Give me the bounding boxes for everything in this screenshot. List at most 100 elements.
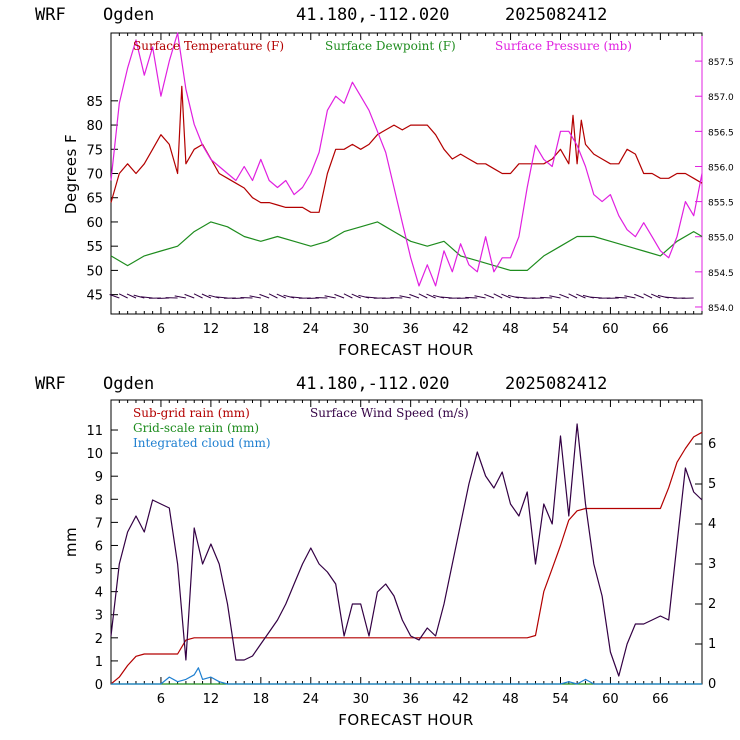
panel-2-coords: 41.180,-112.020: [296, 374, 450, 394]
panel-1-header: WRF Ogden 41.180,-112.020 2025082412: [35, 5, 607, 25]
y-tick-label: 7: [95, 516, 103, 531]
temperature-line: [110, 85, 703, 213]
wind-barb: [118, 293, 128, 299]
x-tick-label: 54: [552, 322, 569, 337]
y2-tick-label: 3: [708, 557, 716, 572]
y-tick-label: 85: [86, 95, 103, 110]
x-tick-label: 6: [157, 692, 165, 707]
panel-2-y2-ticks: 0 1 2 3 4 5 6: [695, 437, 716, 692]
wind-barb: [193, 293, 203, 299]
panel-1-location: Ogden: [103, 5, 154, 25]
legend-pressure: Surface Pressure (mb): [495, 39, 632, 53]
x-tick-label: 36: [402, 322, 419, 337]
panel-2-header: WRF Ogden 41.180,-112.020 2025082412: [35, 374, 607, 394]
y2-tick-label: 856.5: [708, 128, 734, 138]
x-tick-label: 30: [352, 322, 369, 337]
wind-barb: [276, 293, 287, 299]
x-tick-label: 6: [157, 322, 165, 337]
y-tick-label: 4: [95, 586, 103, 601]
panel-1-y-label: Degrees F: [62, 134, 80, 214]
wind-barb: [334, 293, 345, 299]
y-tick-label: 65: [86, 192, 103, 207]
panel-1-frame: [110, 32, 703, 315]
y-tick-label: 80: [86, 119, 103, 134]
wind-barb: [390, 297, 403, 299]
x-tick-label: 48: [502, 692, 519, 707]
x-tick-label: 18: [253, 692, 270, 707]
y2-tick-label: 1: [708, 637, 716, 652]
panel-2-x-ticks: 6 12 18 24 30 36 42 48 54 60 66: [110, 400, 703, 707]
wind-barb: [474, 295, 486, 299]
y2-tick-label: 5: [708, 477, 716, 492]
wind-barb: [501, 293, 511, 299]
panel-1-model: WRF: [35, 5, 66, 25]
panel-2-init: 2025082412: [505, 374, 607, 394]
wind-barb: [343, 293, 353, 299]
y-tick-label: 55: [86, 240, 103, 255]
wind-barb: [399, 295, 411, 299]
panel-2-x-label: FORECAST HOUR: [338, 711, 474, 729]
legend-wind-speed: Surface Wind Speed (m/s): [310, 406, 469, 420]
y-tick-label: 45: [86, 289, 103, 304]
pressure-line: [110, 32, 703, 287]
y-tick-label: 50: [86, 264, 103, 279]
y-tick-label: 9: [95, 470, 103, 485]
x-tick-label: 36: [402, 692, 419, 707]
y-tick-label: 1: [95, 655, 103, 670]
y2-tick-label: 4: [708, 517, 716, 532]
x-tick-label: 66: [652, 322, 669, 337]
panel-1-y-ticks: 45 50 55 60 65 70 75 80 85: [86, 95, 118, 304]
wind-barb: [624, 295, 636, 299]
legend-gridscale-rain: Grid-scale rain (mm): [133, 421, 259, 435]
y2-tick-label: 6: [708, 437, 716, 452]
y-tick-label: 75: [86, 143, 103, 158]
wind-barb: [615, 296, 628, 299]
wind-barb: [465, 296, 478, 299]
panel-2-y-ticks: 0 1 2 3 4 5 6 7 8 9 10 11: [86, 424, 118, 693]
wind-barb: [568, 293, 578, 299]
wind-barb: [484, 293, 495, 299]
x-tick-label: 30: [352, 692, 369, 707]
x-tick-label: 12: [203, 322, 220, 337]
wind-barb: [201, 293, 212, 299]
y2-tick-label: 856.0: [708, 163, 734, 173]
subgrid-rain-line: [110, 431, 703, 685]
y-tick-label: 10: [86, 447, 103, 462]
wind-barb: [651, 293, 661, 299]
y2-tick-label: 855.5: [708, 199, 734, 209]
x-tick-label: 60: [602, 322, 619, 337]
panel-1-x-ticks: 6 12 18 24 30 36 42 48 54 60 66: [110, 33, 703, 337]
x-tick-label: 66: [652, 692, 669, 707]
legend-temperature: Surface Temperature (F): [133, 39, 284, 53]
x-tick-label: 48: [502, 322, 519, 337]
panel-2-legend: Sub-grid rain (mm) Grid-scale rain (mm) …: [133, 406, 469, 450]
dewpoint-line: [110, 221, 703, 271]
y-tick-label: 3: [95, 609, 103, 624]
wind-barb: [184, 293, 195, 299]
panel-2-location: Ogden: [103, 374, 154, 394]
wind-barb: [409, 293, 420, 299]
panel-1-legend: Surface Temperature (F) Surface Dewpoint…: [133, 39, 632, 53]
wind-barb: [324, 295, 336, 299]
wind-barb: [643, 293, 653, 299]
x-tick-label: 18: [253, 322, 270, 337]
wind-barb: [418, 293, 428, 299]
y2-tick-label: 2: [708, 597, 716, 612]
x-tick-label: 12: [203, 692, 220, 707]
y2-tick-label: 854.0: [708, 304, 734, 314]
wind-barb: [634, 293, 644, 299]
y-tick-label: 11: [86, 424, 103, 439]
panel-1-series: [110, 32, 703, 287]
panel-1-coords: 41.180,-112.020: [296, 5, 450, 25]
y-tick-label: 60: [86, 216, 103, 231]
wind-barb: [559, 293, 569, 299]
legend-integrated-cloud: Integrated cloud (mm): [133, 436, 271, 450]
legend-subgrid-rain: Sub-grid rain (mm): [133, 406, 250, 420]
panel-2-model: WRF: [35, 374, 66, 394]
x-tick-label: 24: [303, 692, 320, 707]
x-tick-label: 42: [452, 322, 469, 337]
wind-barb: [576, 293, 586, 299]
wind-barb: [240, 297, 253, 299]
panel-1-init: 2025082412: [505, 5, 607, 25]
